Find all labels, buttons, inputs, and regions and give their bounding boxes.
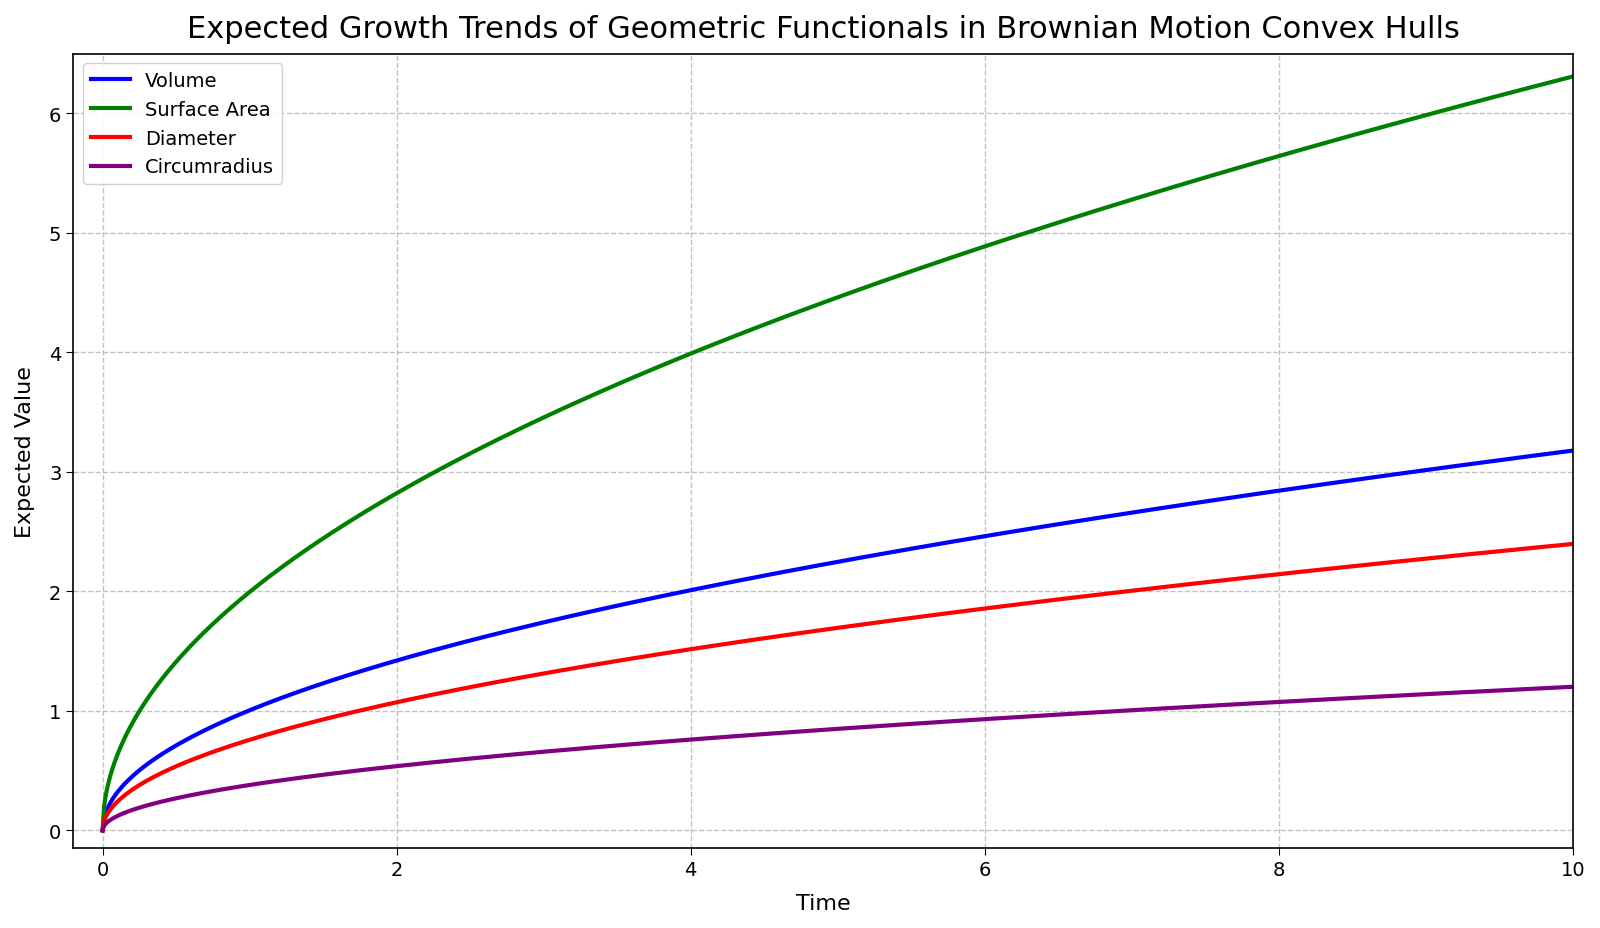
Y-axis label: Expected Value: Expected Value	[14, 366, 35, 537]
Volume	[1563, 445, 1582, 457]
Circumradius	[741, 729, 760, 741]
Surface Area	[93, 825, 112, 836]
Surface Area	[688, 346, 707, 357]
Surface Area	[1266, 152, 1285, 163]
Diameter	[243, 733, 262, 744]
Volume	[93, 825, 112, 836]
Line: Volume: Volume	[102, 451, 1573, 831]
Volume	[1240, 490, 1259, 501]
Diameter	[1240, 573, 1259, 584]
Surface Area	[1102, 200, 1122, 212]
Diameter	[1563, 539, 1582, 550]
Circumradius	[1102, 706, 1122, 717]
Diameter	[688, 643, 707, 654]
Diameter	[741, 635, 760, 646]
Circumradius	[1240, 698, 1259, 709]
Surface Area	[1563, 71, 1582, 83]
Surface Area	[741, 325, 760, 336]
Legend: Volume, Surface Area, Diameter, Circumradius: Volume, Surface Area, Diameter, Circumra…	[83, 64, 282, 185]
Circumradius	[243, 780, 262, 791]
Circumradius	[1563, 681, 1582, 692]
Line: Circumradius: Circumradius	[102, 687, 1573, 831]
Title: Expected Growth Trends of Geometric Functionals in Brownian Motion Convex Hulls: Expected Growth Trends of Geometric Func…	[187, 15, 1459, 44]
Volume	[243, 703, 262, 715]
Volume	[741, 574, 760, 585]
Volume	[688, 584, 707, 595]
Volume	[1266, 486, 1285, 497]
Circumradius	[688, 734, 707, 745]
Diameter	[1102, 587, 1122, 599]
Volume	[1102, 510, 1122, 522]
Line: Diameter: Diameter	[102, 545, 1573, 831]
Diameter	[93, 825, 112, 836]
Circumradius	[93, 825, 112, 836]
Diameter	[1266, 570, 1285, 581]
Circumradius	[1266, 697, 1285, 708]
X-axis label: Time: Time	[795, 893, 850, 913]
Surface Area	[1240, 160, 1259, 171]
Line: Surface Area: Surface Area	[102, 77, 1573, 831]
Surface Area	[243, 585, 262, 596]
